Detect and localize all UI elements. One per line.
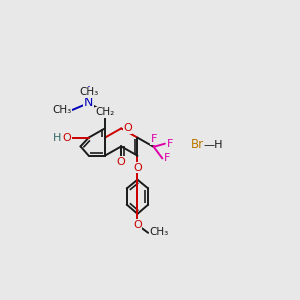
Text: F: F: [164, 153, 171, 164]
Text: F: F: [151, 134, 157, 144]
Text: O: O: [133, 220, 142, 230]
Text: CH₂: CH₂: [95, 107, 115, 117]
Text: F: F: [167, 139, 173, 148]
Text: H: H: [53, 133, 62, 142]
Text: CH₃: CH₃: [79, 87, 98, 97]
Text: O: O: [123, 123, 132, 134]
Text: O: O: [117, 157, 126, 167]
Text: O: O: [133, 163, 142, 173]
Text: CH₃: CH₃: [52, 105, 71, 115]
Text: CH₃: CH₃: [150, 227, 169, 237]
Text: Br: Br: [191, 138, 204, 151]
Text: N: N: [84, 97, 93, 110]
Text: O: O: [63, 133, 71, 142]
Text: —H: —H: [204, 140, 223, 150]
